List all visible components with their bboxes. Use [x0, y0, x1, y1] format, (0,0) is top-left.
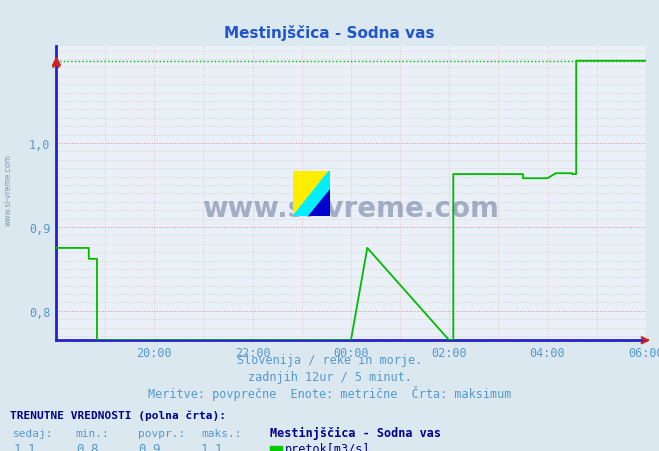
Text: maks.:: maks.:	[201, 428, 241, 437]
Text: Meritve: povprečne  Enote: metrične  Črta: maksimum: Meritve: povprečne Enote: metrične Črta:…	[148, 385, 511, 400]
Text: www.si-vreme.com: www.si-vreme.com	[202, 195, 500, 222]
Text: www.si-vreme.com: www.si-vreme.com	[3, 153, 13, 226]
Text: TRENUTNE VREDNOSTI (polna črta):: TRENUTNE VREDNOSTI (polna črta):	[10, 410, 226, 420]
Polygon shape	[308, 189, 330, 216]
Text: 1,1: 1,1	[201, 442, 223, 451]
Text: Slovenija / reke in morje.: Slovenija / reke in morje.	[237, 353, 422, 366]
Text: sedaj:: sedaj:	[13, 428, 53, 437]
Text: 1,1: 1,1	[13, 442, 36, 451]
Text: 0,9: 0,9	[138, 442, 161, 451]
Polygon shape	[293, 171, 330, 216]
Text: Mestinjščica - Sodna vas: Mestinjščica - Sodna vas	[270, 426, 441, 439]
Text: min.:: min.:	[76, 428, 109, 437]
Text: zadnjih 12ur / 5 minut.: zadnjih 12ur / 5 minut.	[248, 370, 411, 383]
Text: povpr.:: povpr.:	[138, 428, 186, 437]
Text: Mestinjščica - Sodna vas: Mestinjščica - Sodna vas	[224, 25, 435, 41]
Text: 0,8: 0,8	[76, 442, 98, 451]
Text: pretok[m3/s]: pretok[m3/s]	[285, 442, 370, 451]
Polygon shape	[293, 171, 330, 216]
